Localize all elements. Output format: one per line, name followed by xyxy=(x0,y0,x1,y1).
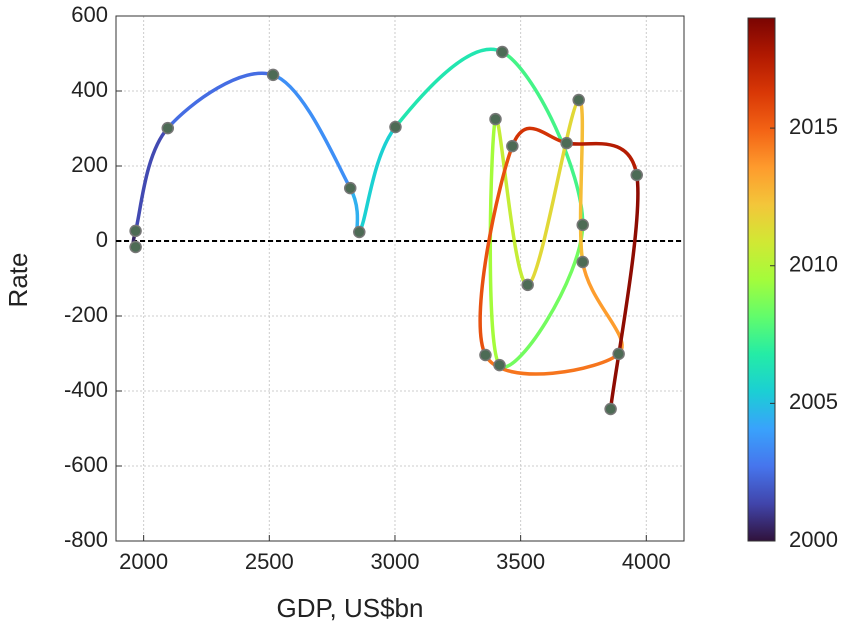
x-tick-label: 4000 xyxy=(622,549,671,574)
trajectory-segment xyxy=(525,98,581,287)
x-tick-label: 3500 xyxy=(496,549,545,574)
point xyxy=(576,255,589,269)
point xyxy=(479,348,492,362)
point xyxy=(521,278,534,292)
y-tick-label: -400 xyxy=(64,377,108,402)
point xyxy=(496,45,509,59)
y-tick-label: 600 xyxy=(71,2,108,27)
trajectory-segment xyxy=(393,47,505,129)
trajectory-segment xyxy=(564,141,639,177)
point xyxy=(129,240,142,254)
colorbar-tick-label: 2000 xyxy=(789,527,838,552)
y-tick-label: -800 xyxy=(64,527,108,552)
trajectory-segment xyxy=(576,98,585,264)
y-tick-label: 200 xyxy=(71,152,108,177)
trajectory-segment xyxy=(488,117,502,367)
point xyxy=(493,358,506,372)
colorbar-tick-label: 2005 xyxy=(789,389,838,414)
y-tick-label: 0 xyxy=(96,227,108,252)
x-tick-label: 2500 xyxy=(245,549,294,574)
trajectory-segment xyxy=(271,73,352,190)
point xyxy=(630,168,644,182)
trajectory-segment xyxy=(478,144,515,357)
point xyxy=(343,181,357,195)
x-tick-label: 3000 xyxy=(370,549,419,574)
trajectory-segment xyxy=(166,71,275,130)
y-axis-label: Rate xyxy=(3,253,33,308)
colorbar-tick-label: 2010 xyxy=(789,252,838,277)
point xyxy=(129,224,142,238)
point xyxy=(389,120,402,134)
trajectory-segment xyxy=(608,173,640,411)
point xyxy=(161,121,175,135)
colorbar xyxy=(747,17,776,542)
trajectory-segment xyxy=(510,126,569,148)
x-axis-label: GDP, US$bn xyxy=(277,593,424,623)
point xyxy=(604,402,617,416)
point xyxy=(266,68,280,82)
y-tick-label: -600 xyxy=(64,452,108,477)
trajectory-segment xyxy=(580,260,624,356)
y-tick-label: 400 xyxy=(71,77,108,102)
point xyxy=(572,93,585,107)
trajectory-segment xyxy=(357,125,398,234)
point xyxy=(560,136,573,150)
point xyxy=(576,218,589,232)
x-tick-label: 2000 xyxy=(119,549,168,574)
colorbar-tick-label: 2015 xyxy=(789,114,838,139)
point xyxy=(612,347,625,361)
y-tick-label: -200 xyxy=(64,302,108,327)
point xyxy=(489,112,502,126)
plot-frame xyxy=(115,15,685,542)
point xyxy=(506,139,519,153)
trajectory-segment xyxy=(133,126,170,233)
point xyxy=(353,225,366,239)
